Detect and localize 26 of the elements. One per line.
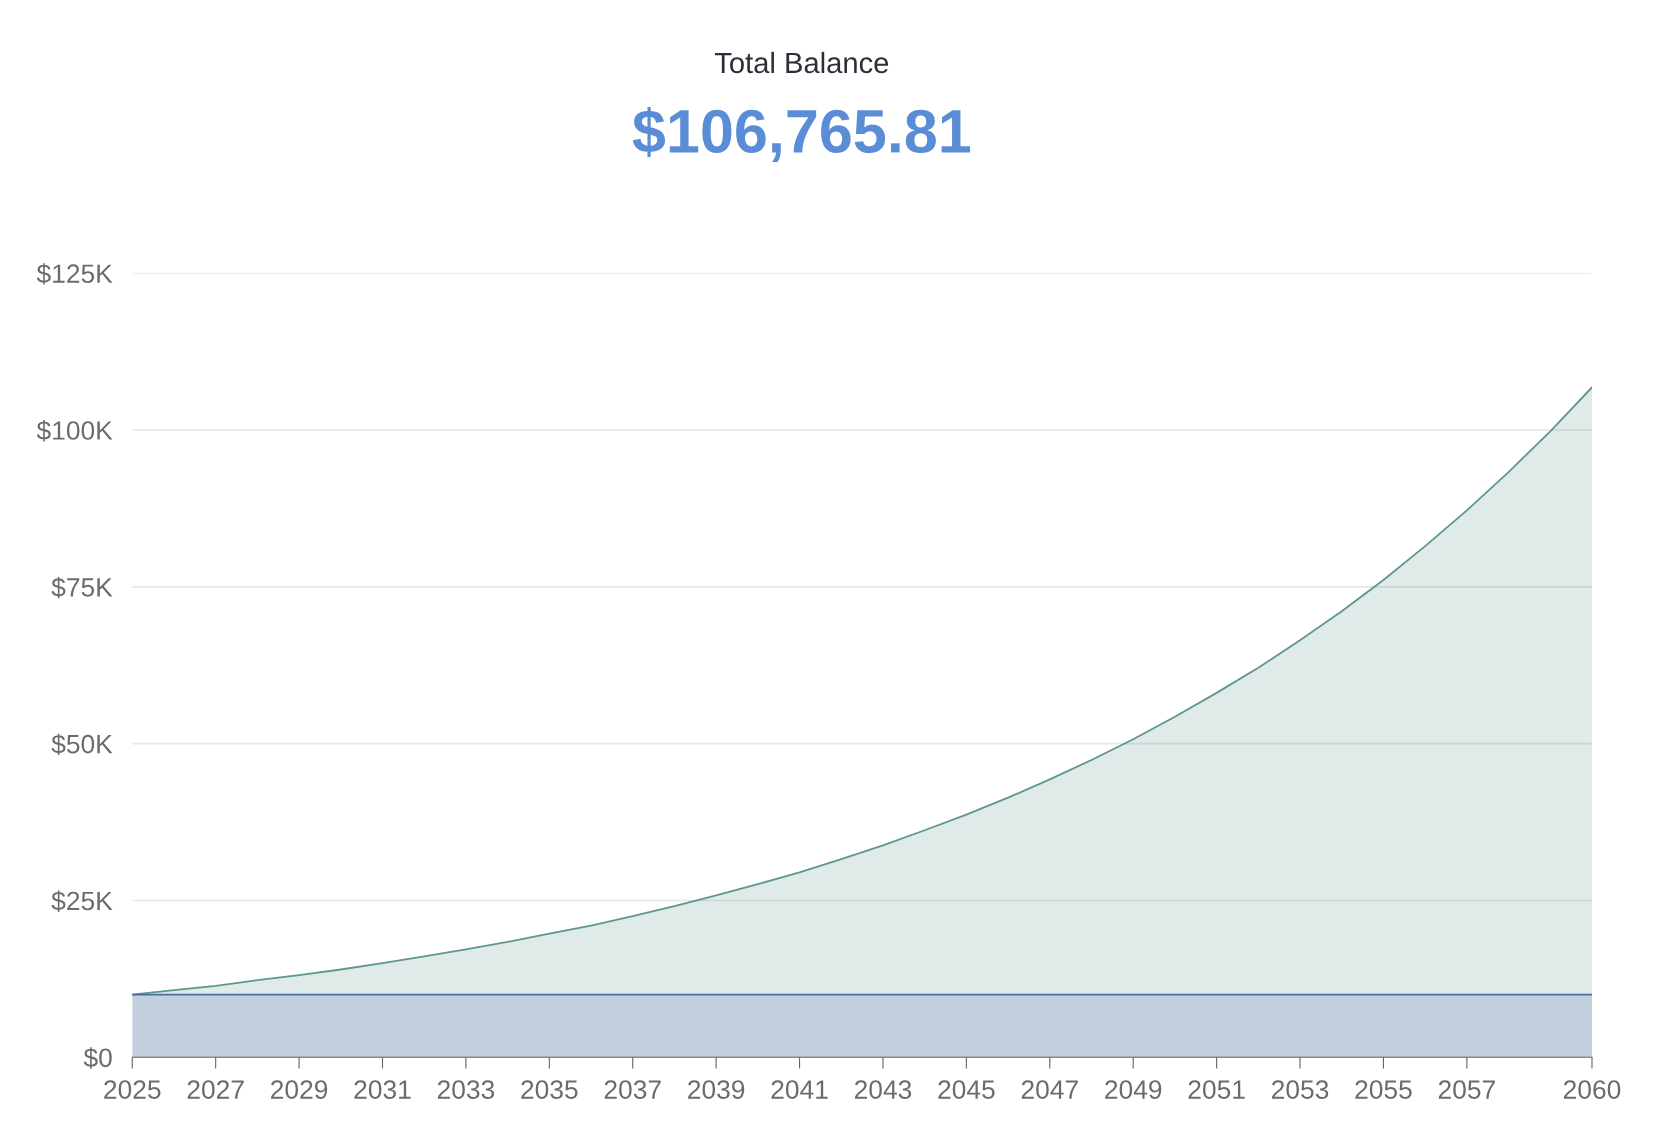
x-tick-label: 2041 — [771, 1080, 828, 1099]
x-tick-label: 2049 — [1105, 1080, 1162, 1099]
x-tick-label: 2037 — [604, 1080, 661, 1099]
y-tick-label: $0 — [83, 1047, 112, 1069]
y-tick-label: $75K — [51, 576, 113, 599]
x-tick-label: 2057 — [1438, 1080, 1495, 1099]
x-tick-label: 2029 — [271, 1080, 328, 1099]
x-tick-label: 2031 — [354, 1080, 411, 1099]
x-tick-label: 2043 — [854, 1080, 912, 1099]
x-tick-label: 2035 — [521, 1080, 578, 1099]
y-tick-label: $100K — [36, 420, 113, 442]
x-tick-label: 2051 — [1188, 1080, 1245, 1099]
x-tick-label: 2027 — [187, 1080, 244, 1099]
y-tick-label: $25K — [51, 890, 113, 912]
x-tick-label: 2053 — [1272, 1080, 1329, 1099]
x-tick-label: 2033 — [437, 1080, 495, 1099]
x-tick-label: 2045 — [938, 1080, 995, 1099]
x-tick-label: 2060 — [1563, 1080, 1621, 1099]
x-tick-label: 2039 — [688, 1080, 745, 1099]
x-tick-label: 2055 — [1355, 1080, 1412, 1099]
chart-subtitle: $106,765.81 — [632, 107, 971, 162]
y-tick-label: $50K — [51, 733, 113, 756]
x-tick-label: 2047 — [1021, 1080, 1078, 1099]
x-tick-label: 2025 — [104, 1080, 161, 1099]
y-tick-label: $125K — [36, 263, 113, 285]
chart-title: Total Balance — [714, 51, 889, 74]
